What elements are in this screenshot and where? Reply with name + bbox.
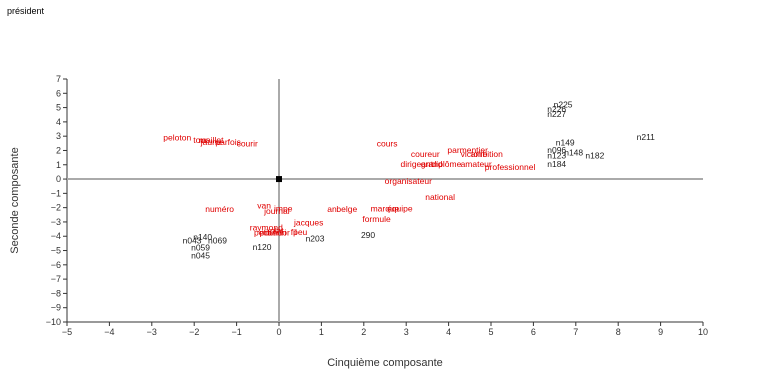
word-point-label: poulidor (260, 228, 290, 238)
zero-lines (67, 79, 703, 322)
word-point-label: formule (362, 214, 391, 224)
word-point-label: jaune (200, 137, 222, 147)
word-point-label: amateur (461, 159, 492, 169)
y-axis-title: Seconde composante (9, 147, 21, 253)
word-point-label: maillot (199, 135, 224, 145)
word-point-label: impe (274, 203, 293, 213)
case-point-label: n184 (547, 159, 566, 169)
word-point-label: national (425, 192, 455, 202)
word-point-label: petit (254, 228, 271, 238)
y-tick-label: 4 (56, 117, 61, 127)
word-point-label: ambition (471, 149, 503, 159)
case-point-label: n226 (547, 104, 566, 114)
origin-marker (276, 176, 282, 183)
word-point-label: diplôme (432, 159, 462, 169)
word-point-label: cours (377, 138, 398, 148)
y-tick-label: −6 (51, 260, 61, 270)
corner-label: président (7, 6, 45, 16)
x-tick-label: 9 (658, 327, 663, 337)
case-point-label: n045 (191, 251, 210, 261)
axis-ticks: −5 −4 −3 −2 −1 0 1 2 3 4 5 6 7 8 9 10−10−9−8−7−6−5−4−3−… (46, 74, 708, 337)
x-tick-label: 3 (404, 327, 409, 337)
y-tick-label: −5 (51, 246, 61, 256)
word-point-label: courir (237, 138, 258, 148)
x-tick-label: 4 (446, 327, 451, 337)
x-tick-label: 0 (276, 327, 281, 337)
x-tick-label: 6 (531, 327, 536, 337)
y-tick-label: 5 (56, 103, 61, 113)
word-point-label: grand (421, 159, 443, 169)
y-tick-label: 2 (56, 145, 61, 155)
word-point-label: professionnel (485, 162, 536, 172)
y-tick-label: −9 (51, 303, 61, 313)
x-tick-label: 2 (361, 327, 366, 337)
word-point-label: coureur (411, 149, 440, 159)
y-tick-label: −3 (51, 217, 61, 227)
word-point-label: raymond (250, 223, 283, 233)
x-axis-title: Cinquième composante (327, 357, 443, 369)
word-point-label: numéro (205, 204, 234, 214)
case-point-label: n149 (556, 138, 575, 148)
word-point-label: van (257, 201, 271, 211)
word-point-label: journal (263, 206, 290, 216)
case-point-label: n227 (547, 109, 566, 119)
case-point-label: n140 (193, 232, 212, 242)
case-point-label: n059 (191, 243, 210, 253)
y-tick-label: −1 (51, 188, 61, 198)
y-tick-label: −7 (51, 274, 61, 284)
word-point-label: peloton (163, 133, 191, 143)
word-point-label: tour (193, 135, 208, 145)
word-point-label: organisateur (385, 176, 432, 186)
y-tick-label: 3 (56, 131, 61, 141)
word-point-label: plat (270, 226, 284, 236)
y-tick-label: −8 (51, 288, 61, 298)
axes-frame (66, 79, 703, 323)
y-tick-label: 1 (56, 160, 61, 170)
word-point-label: belge (336, 204, 357, 214)
word-point-label: équipe (387, 203, 413, 213)
x-tick-label: −2 (189, 327, 199, 337)
x-tick-label: 8 (616, 327, 621, 337)
case-point-label: n182 (585, 150, 604, 160)
case-point-label: n225 (554, 100, 573, 110)
word-point-label: an (327, 204, 337, 214)
y-tick-label: −2 (51, 203, 61, 213)
word-point-label: parmentier (447, 145, 488, 155)
y-tick-label: −4 (51, 231, 61, 241)
x-tick-label: 5 (488, 327, 493, 337)
case-point-label: n211 (637, 132, 656, 142)
word-point-label: peu (293, 227, 307, 237)
case-point-label: 290 (361, 230, 375, 240)
word-point-label: victoire (461, 149, 488, 159)
case-point-label: n043 (183, 236, 202, 246)
word-point-label: jacques (293, 218, 323, 228)
case-point-label: n203 (306, 233, 325, 243)
word-point-label: fil (291, 227, 297, 237)
case-point-label: n069 (208, 236, 227, 246)
word-point-label: henri (267, 228, 286, 238)
x-tick-label: 1 (319, 327, 324, 337)
word-point-label: marque (371, 203, 400, 213)
x-tick-label: −5 (62, 327, 72, 337)
x-tick-label: −3 (147, 327, 157, 337)
x-tick-label: −1 (231, 327, 241, 337)
x-tick-label: 7 (573, 327, 578, 337)
y-tick-label: 6 (56, 88, 61, 98)
x-tick-label: −4 (104, 327, 114, 337)
case-point-label: n148 (564, 148, 583, 158)
word-point-label: dirigeant (400, 159, 433, 169)
case-point-label: n096 (547, 145, 566, 155)
y-tick-label: 7 (56, 74, 61, 84)
y-tick-label: 0 (56, 174, 61, 184)
word-point-label: parfois (215, 137, 241, 147)
case-point-label: n120 (253, 242, 272, 252)
case-point-label: n123 (547, 150, 566, 160)
y-tick-label: −10 (46, 317, 61, 327)
x-tick-label: 10 (698, 327, 708, 337)
